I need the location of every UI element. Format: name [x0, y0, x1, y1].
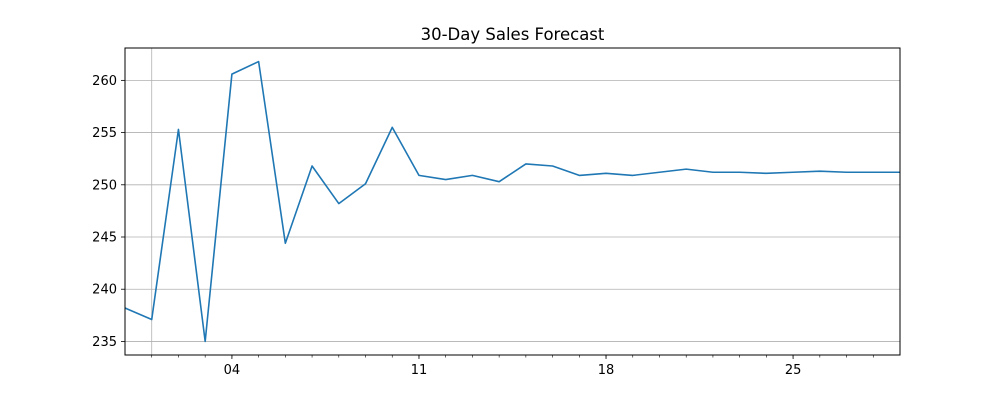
- y-tick-label: 235: [92, 335, 117, 350]
- y-tick-label: 260: [92, 74, 117, 89]
- data-point: [524, 162, 528, 166]
- y-tick-label: 250: [92, 178, 117, 193]
- data-point: [711, 170, 715, 174]
- data-point: [551, 164, 555, 168]
- y-tick-label: 255: [92, 126, 117, 141]
- data-point: [845, 170, 849, 174]
- data-point: [203, 339, 207, 343]
- data-point: [738, 170, 742, 174]
- data-point: [257, 60, 261, 64]
- grid-lines: [125, 48, 900, 355]
- axis-ticks: 235 240 245 250 255 260 04 11 18 25: [92, 74, 874, 378]
- x-tick-label: 04: [224, 363, 241, 378]
- data-point: [150, 317, 154, 321]
- data-point: [497, 180, 501, 184]
- data-point: [684, 167, 688, 171]
- data-point: [764, 171, 768, 175]
- y-tick-label: 240: [92, 283, 117, 298]
- data-point: [577, 173, 581, 177]
- data-point: [657, 170, 661, 174]
- data-point: [337, 202, 341, 206]
- x-tick-label: 11: [411, 363, 428, 378]
- data-point: [230, 72, 234, 76]
- data-point: [604, 171, 608, 175]
- x-tick-label: 18: [598, 363, 615, 378]
- data-point: [417, 173, 421, 177]
- data-point: [818, 169, 822, 173]
- data-point: [310, 164, 314, 168]
- data-point: [791, 170, 795, 174]
- plot-frame: [124, 47, 901, 356]
- y-tick-label: 245: [92, 231, 117, 246]
- data-point: [470, 173, 474, 177]
- data-point: [390, 125, 394, 129]
- series-layer: [124, 60, 900, 343]
- data-point: [444, 178, 448, 182]
- data-point: [176, 127, 180, 131]
- chart-title: 30-Day Sales Forecast: [421, 25, 605, 44]
- data-point: [871, 170, 875, 174]
- x-tick-label: 25: [785, 363, 802, 378]
- data-point: [364, 182, 368, 186]
- data-point: [283, 241, 287, 245]
- series-line: [124, 60, 900, 343]
- data-point: [631, 173, 635, 177]
